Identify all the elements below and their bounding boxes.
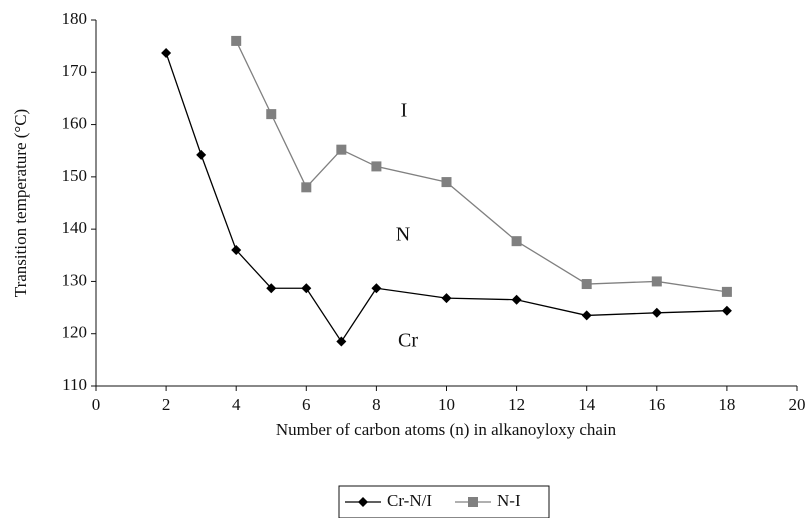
data-point [336,336,347,347]
x-tick-label: 0 [92,395,101,414]
data-point [266,109,277,120]
x-tick-label: 20 [789,395,806,414]
annotation: Cr [398,330,418,352]
data-point [581,279,592,290]
legend-label: N-I [497,491,521,510]
data-point [581,310,592,321]
y-axis-label: Transition temperature (°C) [11,109,30,297]
y-tick-label: 160 [62,113,88,132]
data-point [511,294,522,305]
data-point [231,245,242,256]
series-line [235,40,727,293]
x-tick-label: 6 [302,395,311,414]
y-tick-label: 120 [62,323,88,342]
data-point [301,283,312,294]
data-point [336,144,347,155]
x-axis-label: Number of carbon atoms (n) in alkanoylox… [276,420,617,439]
data-point [721,305,732,316]
x-tick-label: 8 [372,395,381,414]
data-point [441,293,452,304]
x-tick-label: 10 [438,395,455,414]
x-tick-label: 2 [162,395,171,414]
y-tick-label: 130 [62,270,88,289]
x-tick-label: 16 [648,395,665,414]
x-tick-label: 14 [578,395,596,414]
legend-marker [468,497,478,507]
data-point [371,283,382,294]
data-point [441,177,452,188]
data-point [266,283,277,294]
annotation: N [396,224,410,246]
x-tick-label: 12 [508,395,525,414]
data-point [371,161,382,172]
x-tick-label: 18 [718,395,735,414]
data-point [196,149,207,160]
legend-label: Cr-N/I [387,491,432,510]
legend-marker [358,497,368,507]
data-point [721,286,732,297]
data-point [651,307,662,318]
data-point [651,276,662,287]
y-tick-label: 140 [62,218,88,237]
data-point [511,236,522,247]
y-tick-label: 170 [62,61,88,80]
annotation: I [401,100,408,122]
y-tick-label: 110 [62,375,87,394]
y-tick-label: 150 [62,166,88,185]
data-point [301,182,312,193]
y-tick-label: 180 [62,9,88,28]
x-tick-label: 4 [232,395,241,414]
data-point [161,47,172,58]
data-point [231,35,242,46]
legend-box [338,485,550,518]
series-line [165,52,727,343]
